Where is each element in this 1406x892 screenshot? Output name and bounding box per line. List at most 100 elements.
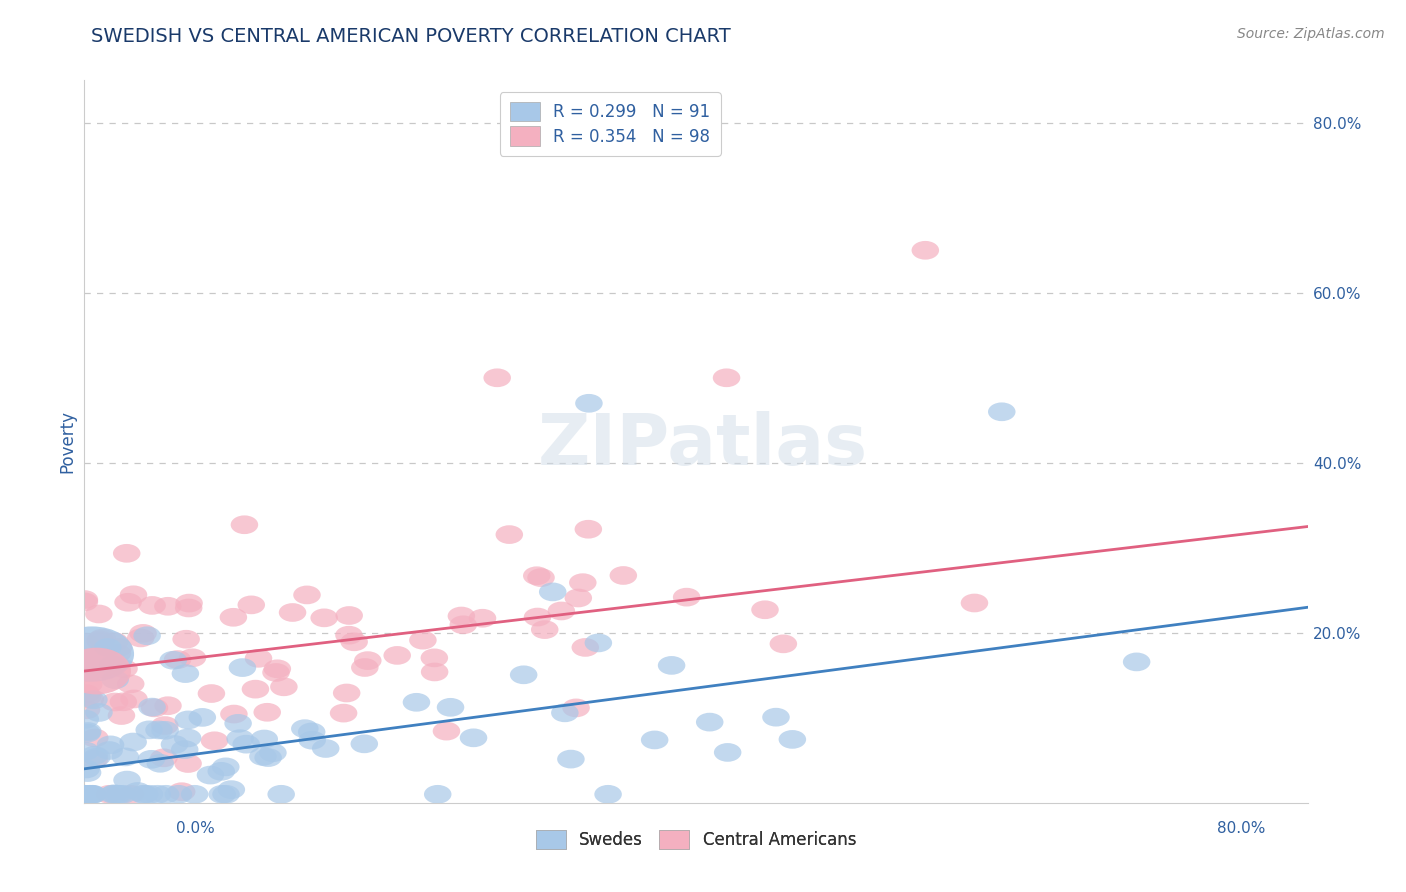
Ellipse shape [575, 520, 602, 539]
Ellipse shape [155, 697, 181, 715]
Ellipse shape [70, 785, 98, 804]
Ellipse shape [311, 608, 337, 627]
Ellipse shape [89, 629, 117, 648]
Ellipse shape [143, 785, 172, 804]
Ellipse shape [105, 638, 132, 657]
Ellipse shape [79, 785, 107, 804]
Ellipse shape [112, 544, 141, 563]
Ellipse shape [51, 626, 134, 681]
Ellipse shape [70, 785, 98, 804]
Ellipse shape [100, 784, 128, 803]
Ellipse shape [425, 785, 451, 804]
Ellipse shape [447, 607, 475, 625]
Ellipse shape [127, 629, 155, 648]
Ellipse shape [108, 706, 135, 725]
Ellipse shape [298, 723, 325, 741]
Ellipse shape [212, 785, 240, 804]
Ellipse shape [174, 711, 202, 730]
Ellipse shape [714, 743, 741, 762]
Ellipse shape [73, 684, 100, 703]
Ellipse shape [433, 722, 460, 740]
Ellipse shape [176, 594, 202, 613]
Ellipse shape [70, 592, 98, 611]
Ellipse shape [1123, 653, 1150, 672]
Ellipse shape [495, 525, 523, 544]
Ellipse shape [335, 626, 363, 645]
Ellipse shape [259, 743, 287, 762]
Ellipse shape [135, 785, 163, 804]
Ellipse shape [673, 588, 700, 607]
Ellipse shape [263, 663, 290, 681]
Ellipse shape [70, 632, 98, 651]
Ellipse shape [218, 780, 245, 799]
Ellipse shape [420, 663, 449, 681]
Ellipse shape [79, 785, 105, 804]
Ellipse shape [150, 748, 177, 767]
Ellipse shape [278, 603, 307, 622]
Ellipse shape [129, 624, 157, 643]
Ellipse shape [173, 630, 200, 648]
Ellipse shape [86, 631, 114, 649]
Ellipse shape [83, 653, 111, 672]
Ellipse shape [75, 675, 103, 694]
Ellipse shape [527, 568, 555, 587]
Ellipse shape [159, 651, 187, 670]
Ellipse shape [172, 740, 198, 759]
Ellipse shape [145, 721, 173, 739]
Ellipse shape [134, 626, 160, 645]
Ellipse shape [219, 608, 247, 627]
Ellipse shape [76, 785, 104, 804]
Ellipse shape [94, 638, 121, 657]
Ellipse shape [120, 585, 148, 604]
Ellipse shape [208, 785, 236, 804]
Ellipse shape [336, 607, 363, 624]
Ellipse shape [330, 704, 357, 723]
Ellipse shape [96, 785, 122, 804]
Ellipse shape [76, 690, 104, 708]
Ellipse shape [333, 683, 360, 702]
Ellipse shape [73, 723, 101, 742]
Ellipse shape [75, 723, 101, 741]
Y-axis label: Poverty: Poverty [58, 410, 76, 473]
Ellipse shape [82, 729, 108, 747]
Ellipse shape [114, 771, 141, 789]
Ellipse shape [135, 721, 163, 739]
Ellipse shape [104, 644, 131, 663]
Ellipse shape [80, 749, 108, 768]
Ellipse shape [70, 785, 98, 804]
Ellipse shape [312, 739, 339, 758]
Ellipse shape [172, 665, 200, 683]
Ellipse shape [384, 646, 411, 665]
Ellipse shape [531, 620, 558, 639]
Ellipse shape [769, 634, 797, 653]
Ellipse shape [547, 601, 575, 620]
Ellipse shape [72, 760, 100, 779]
Ellipse shape [167, 782, 195, 801]
Ellipse shape [110, 659, 138, 678]
Ellipse shape [658, 656, 685, 674]
Ellipse shape [100, 785, 127, 804]
Ellipse shape [294, 585, 321, 604]
Ellipse shape [267, 785, 295, 804]
Legend: Swedes, Central Americans: Swedes, Central Americans [529, 823, 863, 856]
Ellipse shape [249, 747, 277, 765]
Ellipse shape [510, 665, 537, 684]
Ellipse shape [523, 566, 551, 585]
Ellipse shape [150, 716, 179, 735]
Ellipse shape [569, 574, 596, 592]
Ellipse shape [165, 785, 193, 804]
Ellipse shape [131, 785, 159, 804]
Ellipse shape [354, 651, 381, 670]
Ellipse shape [83, 747, 111, 766]
Ellipse shape [270, 677, 298, 696]
Ellipse shape [291, 719, 319, 738]
Ellipse shape [201, 731, 228, 750]
Ellipse shape [72, 710, 98, 729]
Ellipse shape [610, 566, 637, 585]
Ellipse shape [253, 703, 281, 722]
Ellipse shape [110, 692, 138, 711]
Ellipse shape [138, 596, 166, 615]
Ellipse shape [146, 754, 174, 772]
Ellipse shape [250, 730, 278, 748]
Ellipse shape [641, 731, 668, 749]
